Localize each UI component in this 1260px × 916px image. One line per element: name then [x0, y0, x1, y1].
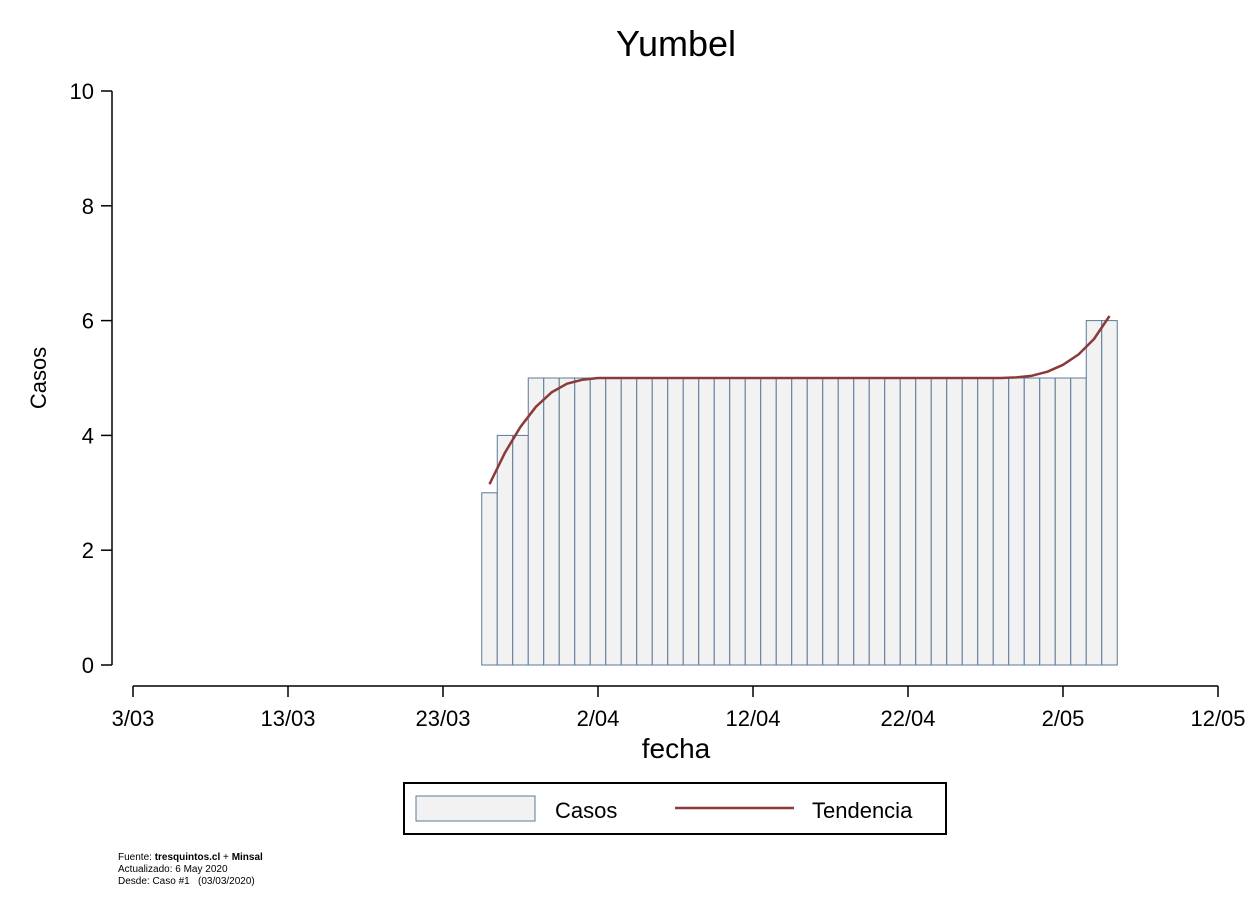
bar [1039, 377, 1056, 666]
x-tick-label: 13/03 [260, 706, 315, 731]
y-tick-label: 10 [70, 79, 94, 104]
footnote-updated: Actualizado: 6 May 2020 [118, 864, 228, 875]
bar [651, 377, 669, 666]
y-tick-label: 0 [82, 653, 94, 678]
bar [713, 377, 731, 666]
bar [961, 377, 979, 666]
bar [558, 377, 576, 666]
bar [574, 377, 591, 666]
bar [496, 434, 514, 666]
bar [512, 434, 529, 666]
bar [527, 377, 545, 666]
bar [915, 377, 932, 666]
bar [760, 377, 777, 666]
legend-label-tendencia: Tendencia [812, 798, 913, 823]
bar [775, 377, 793, 666]
x-axis-label: fecha [642, 733, 711, 764]
x-axis: 3/03 13/03 23/03 2/04 12/04 22/04 2/05 12/05 [112, 685, 1246, 731]
bar [806, 377, 824, 666]
x-tick-label: 3/03 [112, 706, 155, 731]
x-tick-label: 2/05 [1042, 706, 1085, 731]
bar [1008, 377, 1025, 666]
bar [1085, 320, 1103, 666]
bar [946, 377, 963, 666]
y-tick-label: 2 [82, 538, 94, 563]
footnote-since: Desde: Caso #1 (03/03/2020) [118, 876, 255, 887]
trend-line [488, 315, 1111, 485]
bar [698, 377, 715, 666]
x-tick-label: 2/04 [577, 706, 620, 731]
x-tick-label: 12/05 [1190, 706, 1245, 731]
bar [977, 377, 994, 666]
bar [1023, 377, 1041, 666]
bar [884, 377, 901, 666]
bar [899, 377, 917, 666]
y-tick-label: 6 [82, 309, 94, 334]
bar [620, 377, 638, 666]
y-tick-label: 4 [82, 423, 94, 448]
bar [543, 377, 560, 666]
bar [992, 377, 1010, 666]
footnote-source: Fuente: tresquintos.cl + Minsal [118, 852, 263, 863]
y-axis: 0 2 4 6 8 10 [70, 79, 113, 678]
x-tick-label: 22/04 [880, 706, 935, 731]
legend-swatch-casos [415, 795, 536, 822]
bar [791, 377, 808, 666]
bar [589, 377, 607, 666]
x-tick-label: 12/04 [725, 706, 780, 731]
bar [481, 492, 498, 666]
bar [837, 377, 855, 666]
bar [1054, 377, 1072, 666]
y-axis-label: Casos [26, 347, 51, 409]
bar-series [481, 320, 1118, 666]
bar [682, 377, 700, 666]
bar [1101, 320, 1118, 666]
legend: Casos Tendencia [403, 782, 947, 835]
bar [868, 377, 886, 666]
y-tick-label: 8 [82, 194, 94, 219]
bar [605, 377, 622, 666]
chart-title: Yumbel [616, 23, 736, 64]
bar [729, 377, 746, 666]
bar [744, 377, 762, 666]
x-tick-label: 23/03 [415, 706, 470, 731]
bar [853, 377, 870, 666]
legend-label-casos: Casos [555, 798, 617, 823]
bar [636, 377, 653, 666]
trend-series [488, 315, 1111, 485]
bar [930, 377, 948, 666]
bar [667, 377, 684, 666]
bar [822, 377, 839, 666]
bar [1070, 377, 1087, 666]
